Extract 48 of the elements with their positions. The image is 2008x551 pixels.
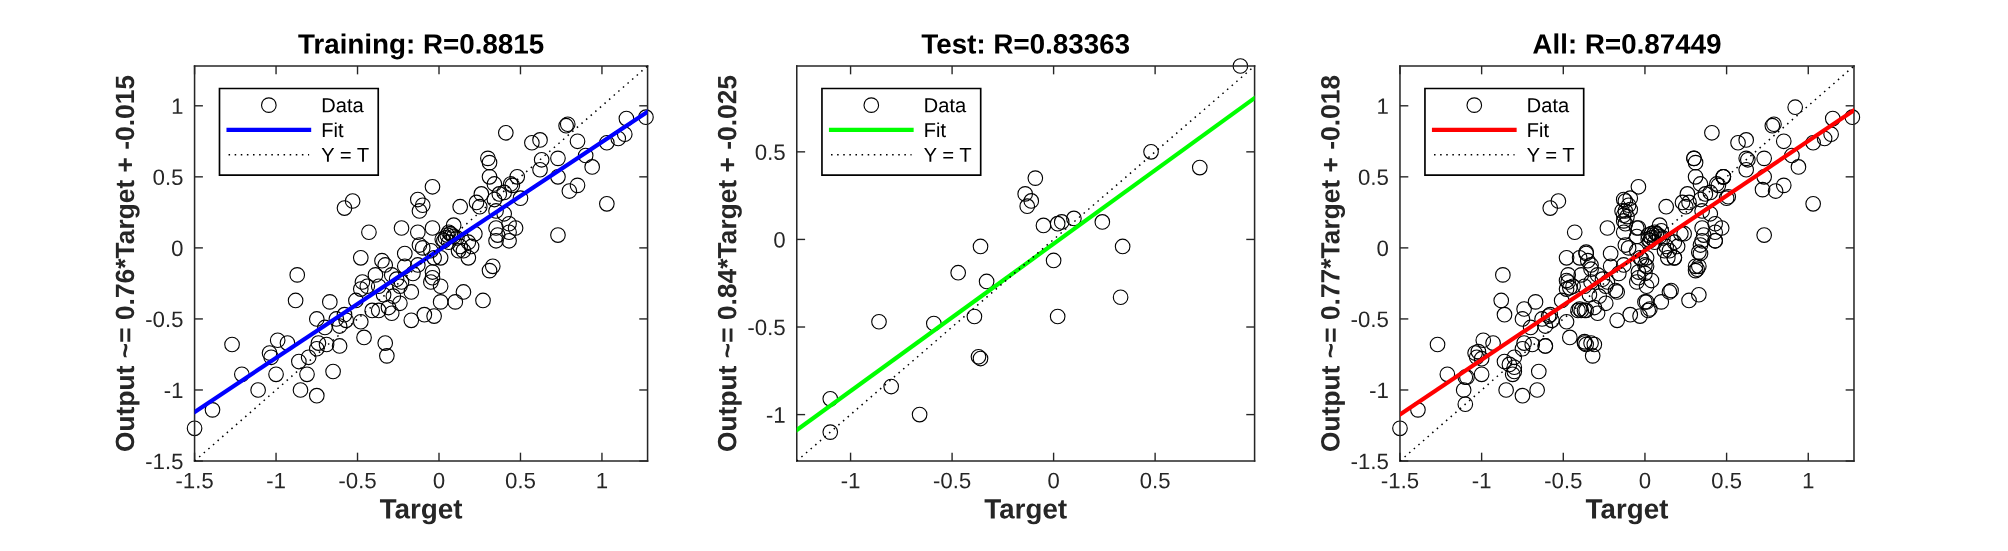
y-tick-label: -0.5 <box>146 311 183 328</box>
legend-label: Y = T <box>924 147 972 162</box>
y-tick-label: -0.5 <box>748 319 785 336</box>
x-tick-label: 0.5 <box>1140 472 1170 489</box>
y-tick-label: 0 <box>774 231 785 248</box>
x-tick-label: -0.5 <box>1545 472 1582 489</box>
legend-label: Data <box>925 98 967 113</box>
x-tick-label: -0.5 <box>933 472 971 489</box>
y-tick-label: -1.5 <box>1351 453 1388 470</box>
y-tick-label: 0.5 <box>755 144 785 161</box>
y-tick-label: 0.5 <box>153 169 183 186</box>
y-tick-label: -1 <box>766 407 785 423</box>
x-axis-title: Target <box>379 499 463 525</box>
legend-label: Y = T <box>321 147 369 162</box>
y-axis-title: Output ~= 0.84*Target + -0.025 <box>717 75 742 452</box>
chart-title: All: R=0.87449 <box>1533 33 1721 54</box>
y-tick-label: 0 <box>1377 240 1388 257</box>
legend-label: Fit <box>322 122 344 138</box>
x-tick-label: 0 <box>1048 472 1059 489</box>
legend-label: Y = T <box>1527 147 1575 162</box>
y-tick-label: 1 <box>1378 98 1388 114</box>
y-tick-label: -1 <box>164 382 183 399</box>
y-tick-label: 1 <box>172 98 183 114</box>
legend-label: Data <box>322 98 364 113</box>
x-axis-title: Target <box>1585 499 1669 525</box>
chart-title: Training: R=0.8815 <box>298 33 544 60</box>
x-tick-label: 0 <box>1639 472 1651 489</box>
y-tick-label: -0.5 <box>1351 311 1388 328</box>
x-tick-label: 0.5 <box>1712 472 1742 489</box>
x-axis-title: Target <box>984 499 1067 525</box>
x-tick-label: 1 <box>597 472 608 489</box>
x-tick-label: -1 <box>1472 472 1491 489</box>
y-tick-label: -1.5 <box>146 453 183 470</box>
x-tick-label: -1 <box>841 472 860 489</box>
chart-title: Test: R=0.83363 <box>921 34 1130 54</box>
y-tick-label: 0 <box>171 240 183 257</box>
x-tick-label: 1 <box>1803 472 1814 489</box>
x-tick-label: 0 <box>433 472 445 489</box>
y-axis-title: Output ~= 0.77*Target + -0.018 <box>1321 75 1346 452</box>
y-tick-label: -1 <box>1370 382 1388 399</box>
x-tick-label: -0.5 <box>339 472 376 489</box>
legend-label: Fit <box>1528 122 1549 138</box>
legend-label: Fit <box>925 122 946 138</box>
x-tick-label: 0.5 <box>505 472 535 489</box>
legend-label: Data <box>1528 98 1570 113</box>
y-tick-label: 0.5 <box>1358 169 1388 186</box>
x-tick-label: -1 <box>267 472 285 489</box>
y-axis-title: Output ~= 0.76*Target + -0.015 <box>115 75 140 452</box>
